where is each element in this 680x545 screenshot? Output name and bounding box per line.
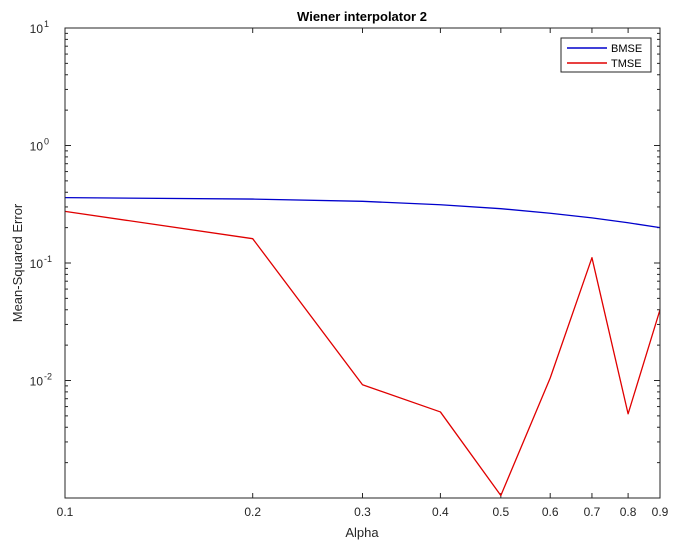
x-tick-label: 0.3 (354, 505, 371, 519)
x-tick-label: 0.6 (542, 505, 559, 519)
chart-title: Wiener interpolator 2 (297, 9, 427, 24)
x-tick-label: 0.1 (57, 505, 74, 519)
y-tick-exponent: 1 (44, 19, 49, 29)
x-tick-label: 0.4 (432, 505, 449, 519)
y-tick-label: 10 (30, 375, 44, 389)
plot-frame (64, 27, 661, 499)
legend-label-bmse: BMSE (611, 43, 642, 55)
legend: BMSE TMSE (560, 37, 652, 73)
legend-box (560, 37, 652, 73)
y-tick-exponent: -1 (44, 254, 52, 264)
y-tick-label: 10 (30, 257, 44, 271)
legend-label-tmse: TMSE (611, 58, 642, 70)
plot-area (65, 28, 660, 498)
y-tick-label: 10 (30, 140, 44, 154)
series-line-tmse (64, 210, 661, 497)
x-tick-label: 0.2 (244, 505, 261, 519)
series-layer (64, 196, 661, 497)
y-axis-label: Mean-Squared Error (10, 203, 25, 322)
series-line-bmse (64, 196, 661, 229)
x-tick-label: 0.9 (652, 505, 669, 519)
y-tick-exponent: 0 (44, 137, 49, 147)
y-tick-base: 10 (30, 22, 44, 36)
x-tick-label: 0.7 (584, 505, 601, 519)
x-tick-label: 0.5 (492, 505, 509, 519)
y-tick-base: 10 (30, 375, 44, 389)
y-tick-base: 10 (30, 140, 44, 154)
x-tick-label: 0.8 (620, 505, 637, 519)
y-tick-base: 10 (30, 257, 44, 271)
x-axis-label: Alpha (345, 525, 379, 540)
y-tick-label: 10 (30, 22, 44, 36)
y-tick-exponent: -2 (44, 372, 52, 382)
